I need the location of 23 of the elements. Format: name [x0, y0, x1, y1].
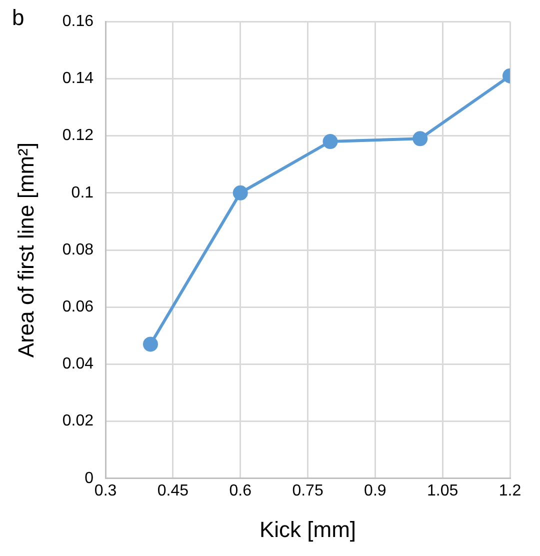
x-tick-label: 0.9 [364, 482, 386, 500]
point [142, 336, 158, 352]
x-tick-label: 0.75 [292, 482, 324, 500]
y-tick-label: 0.14 [62, 70, 94, 88]
point [412, 131, 428, 146]
y-tick-label: 0.1 [71, 184, 94, 202]
x-axis-title: Kick [mm] [259, 516, 356, 542]
y-tick-label: 0.16 [62, 13, 94, 30]
x-tick-label: 0.6 [229, 482, 252, 500]
y-tick-label: 0.12 [62, 127, 94, 144]
x-tick-label: 1.05 [427, 482, 458, 500]
y-tick-label: 0.06 [62, 298, 94, 316]
x-tick-label: 1.2 [498, 482, 522, 500]
x-tick-label: 0.45 [157, 482, 189, 500]
point [232, 185, 248, 200]
y-tick-label: 0 [84, 470, 94, 487]
point [322, 134, 338, 150]
y-axis-title: Area of first line [mm²] [13, 142, 38, 358]
y-tick-label: 0.02 [62, 412, 94, 430]
text: b [12, 5, 24, 30]
x-tick-label: 0.3 [94, 482, 117, 500]
y-tick-label: 0.04 [62, 356, 94, 373]
y-tick-label: 0.08 [62, 241, 94, 258]
